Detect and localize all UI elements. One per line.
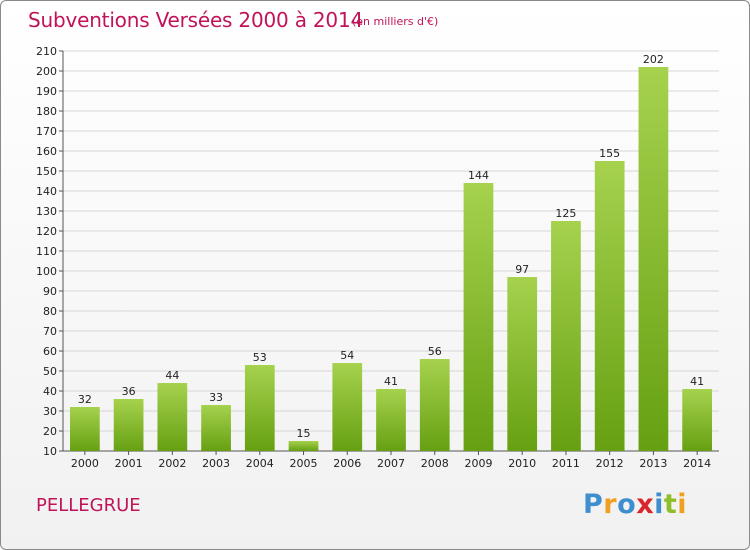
- y-tick-label: 120: [36, 225, 57, 238]
- bar: [113, 399, 144, 451]
- data-label: 53: [253, 351, 267, 364]
- data-label: 36: [122, 385, 136, 398]
- y-tick-labels: 10 20 30 40 50 60 70 80 90 100 110 120 130 140 150 160 1…: [36, 45, 57, 458]
- y-tick-label: 90: [43, 285, 57, 298]
- data-label: 97: [515, 263, 529, 276]
- bars: [69, 67, 713, 451]
- y-tick-label: 40: [43, 385, 57, 398]
- data-label: 41: [384, 375, 398, 388]
- x-tick-label: 2004: [246, 457, 274, 470]
- data-label: 32: [78, 393, 92, 406]
- data-label: 33: [209, 391, 223, 404]
- y-tick-label: 160: [36, 145, 57, 158]
- logo-letter: P: [583, 489, 604, 520]
- proxiti-logo: Proxiti: [583, 489, 687, 520]
- x-tick-label: 2007: [377, 457, 405, 470]
- chart-title: Subventions Versées 2000 à 2014: [28, 8, 364, 32]
- x-tick-labels: 2000 2001 2002 2003 2004 2005 2006 2007 2008 2009…: [71, 451, 711, 470]
- data-label: 41: [690, 375, 704, 388]
- x-tick-label: 2006: [333, 457, 361, 470]
- y-tick-label: 10: [43, 445, 57, 458]
- y-tick-label: 30: [43, 405, 57, 418]
- x-tick-label: 2010: [508, 457, 536, 470]
- data-label: 202: [643, 53, 664, 66]
- bar: [594, 161, 625, 451]
- logo-letter: t: [663, 489, 678, 520]
- bar: [244, 365, 275, 451]
- bar: [551, 221, 581, 451]
- x-tick-label: 2001: [115, 457, 143, 470]
- data-label: 155: [599, 147, 620, 160]
- logo-letter: x: [636, 489, 655, 520]
- y-tick-label: 80: [43, 305, 57, 318]
- x-tick-label: 2009: [464, 457, 492, 470]
- bar: [419, 359, 450, 451]
- x-tick-label: 2008: [421, 457, 449, 470]
- data-label: 54: [340, 349, 354, 362]
- y-tick-label: 140: [36, 185, 57, 198]
- y-tick-label: 210: [36, 45, 57, 58]
- y-tick-label: 150: [36, 165, 57, 178]
- logo-letter: i: [677, 489, 688, 520]
- bar: [638, 67, 669, 451]
- y-tick-label: 50: [43, 365, 57, 378]
- y-tick-label: 70: [43, 325, 57, 338]
- data-label: 44: [165, 369, 179, 382]
- y-tick-label: 180: [36, 105, 57, 118]
- x-tick-label: 2012: [596, 457, 624, 470]
- bar: [201, 405, 231, 451]
- y-tick-label: 100: [36, 265, 57, 278]
- logo-letter: r: [603, 489, 618, 520]
- y-tick-label: 190: [36, 85, 57, 98]
- y-tick-label: 110: [36, 245, 57, 258]
- data-label: 125: [555, 207, 576, 220]
- data-label: 144: [468, 169, 489, 182]
- unit-note: (en milliers d'€): [352, 15, 439, 28]
- x-tick-label: 2005: [290, 457, 318, 470]
- data-label: 56: [428, 345, 442, 358]
- y-tick-label: 200: [36, 65, 57, 78]
- y-tick-label: 20: [43, 425, 57, 438]
- data-labels: 32 36 44 33 53 15 54 41 56 144 97 125 155 202 41: [78, 53, 704, 440]
- bar: [682, 389, 713, 451]
- bar: [463, 183, 494, 451]
- commune-name: PELLEGRUE: [36, 495, 141, 516]
- x-tick-label: 2000: [71, 457, 99, 470]
- logo-letter: i: [654, 489, 664, 520]
- bar: [507, 277, 538, 451]
- bar: [332, 363, 363, 451]
- bar: [288, 441, 319, 451]
- y-tick-label: 130: [36, 205, 57, 218]
- y-tick-label: 60: [43, 345, 57, 358]
- x-tick-label: 2003: [202, 457, 230, 470]
- y-tick-label: 170: [36, 125, 57, 138]
- bar: [376, 389, 406, 451]
- x-tick-label: 2014: [683, 457, 711, 470]
- bar: [157, 383, 188, 451]
- x-tick-label: 2013: [639, 457, 667, 470]
- x-tick-label: 2002: [158, 457, 186, 470]
- x-tick-label: 2011: [552, 457, 580, 470]
- logo-letter: o: [617, 489, 637, 520]
- bar: [69, 407, 100, 451]
- data-label: 15: [297, 427, 311, 440]
